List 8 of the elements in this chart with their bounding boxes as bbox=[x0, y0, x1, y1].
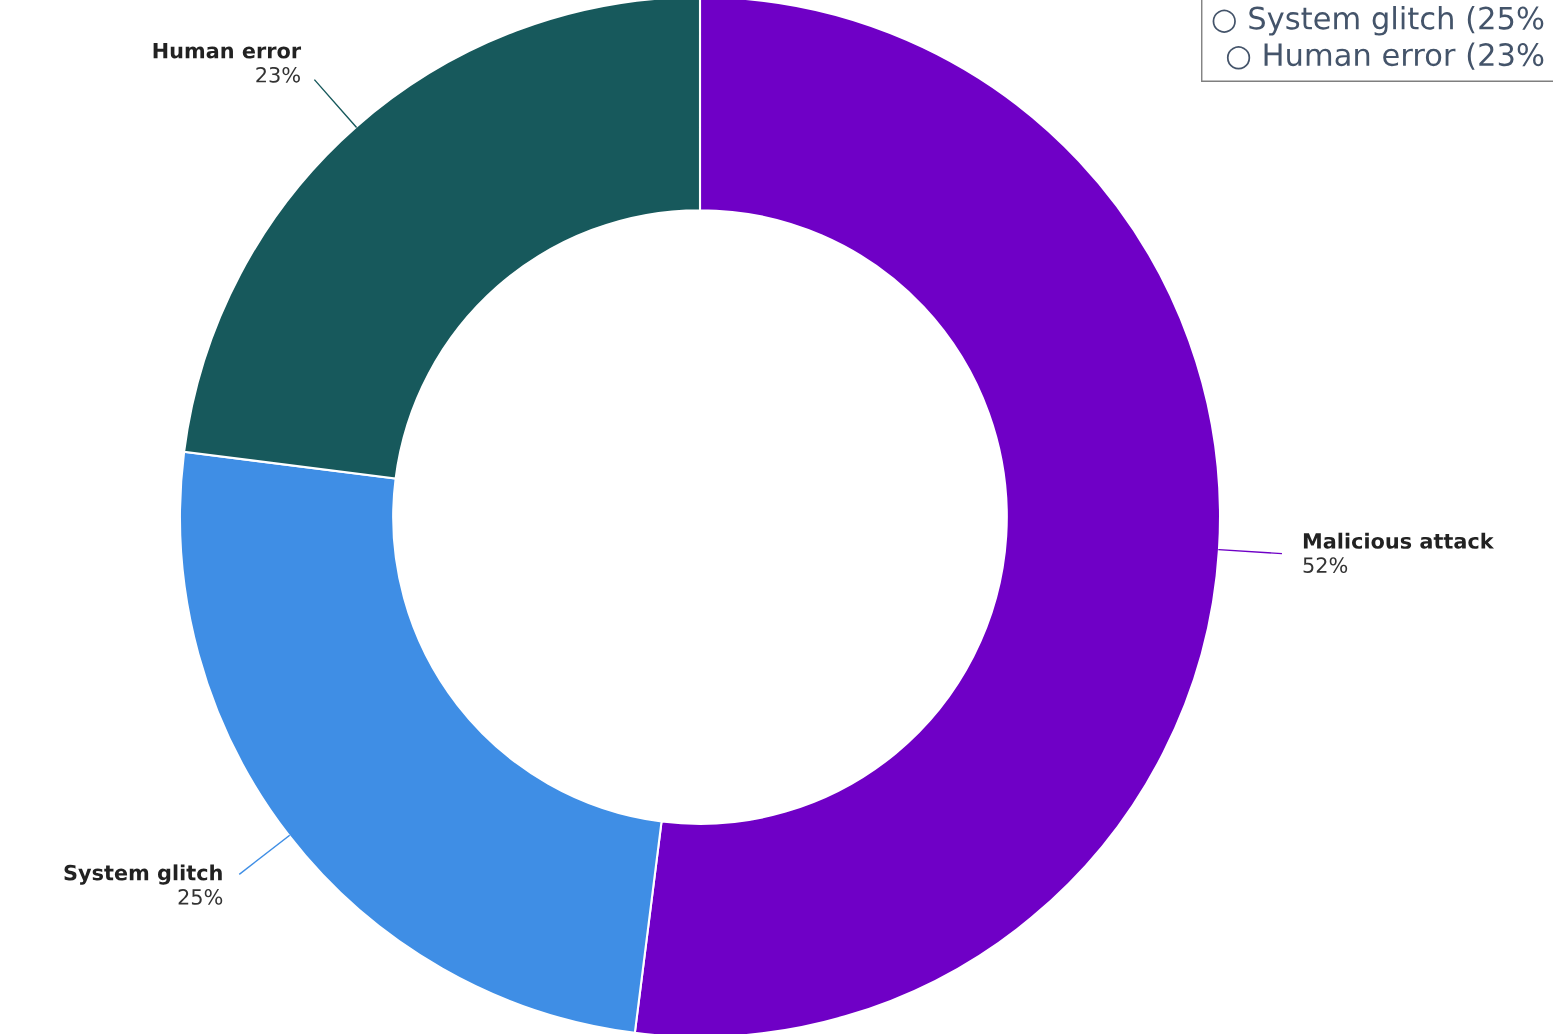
text: ○ Human error (23% bbox=[1226, 42, 1544, 70]
slice-label: System glitch bbox=[64, 864, 222, 885]
slice-label: Human error bbox=[153, 43, 302, 59]
data-label: 25% bbox=[178, 889, 223, 905]
data-label: 52% bbox=[1303, 557, 1348, 573]
data-label: 23% bbox=[256, 66, 300, 83]
text: ○ System glitch (25% bbox=[1212, 6, 1544, 36]
slice-label: Malicious attack bbox=[1303, 532, 1495, 549]
